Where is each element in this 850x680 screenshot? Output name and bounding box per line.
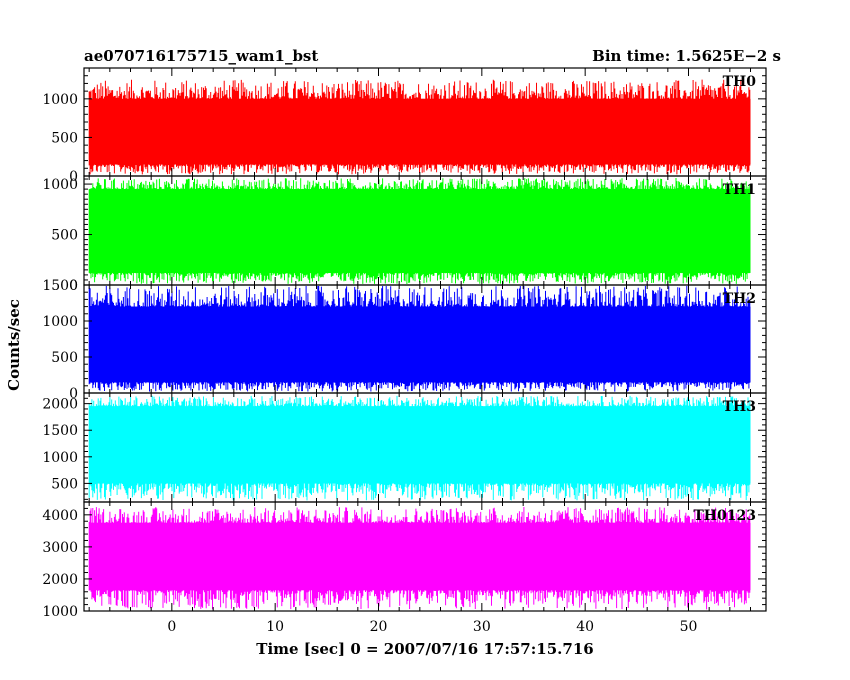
series-line-th0123 xyxy=(88,507,751,610)
y-tick-label-th3: 2000 xyxy=(42,397,78,413)
y-tick-label-th0123: 2000 xyxy=(42,572,78,588)
y-tick-label-th3: 1500 xyxy=(42,423,78,439)
y-tick-label-th3: 500 xyxy=(51,476,78,492)
x-tick-label: 0 xyxy=(167,619,176,635)
x-tick-label: 10 xyxy=(266,619,284,635)
chart-title-left: ae070716175715_wam1_bst xyxy=(84,47,318,65)
y-tick-label-th0123: 1000 xyxy=(42,604,78,620)
x-tick-label: 50 xyxy=(680,619,698,635)
series-label-th3: TH3 xyxy=(723,399,756,415)
y-tick-label-th2: 500 xyxy=(51,350,78,366)
x-tick-label: 20 xyxy=(370,619,388,635)
y-tick-label-th0: 0 xyxy=(69,169,78,185)
series-line-th3 xyxy=(88,395,751,501)
panel-frame-th0123 xyxy=(83,501,767,612)
x-tick-label: 30 xyxy=(473,619,491,635)
y-tick-label-th0123: 3000 xyxy=(42,540,78,556)
y-tick-label-th1: 1000 xyxy=(42,177,78,193)
chart-title-right: Bin time: 1.5625E−2 s xyxy=(592,47,781,65)
y-tick-label-th0: 500 xyxy=(51,130,78,146)
series-label-th1: TH1 xyxy=(723,182,756,198)
y-tick-label-th0123: 4000 xyxy=(42,508,78,524)
x-tick-label: 40 xyxy=(576,619,594,635)
y-tick-label-th2: 0 xyxy=(69,386,78,402)
y-axis-label: Counts/sec xyxy=(5,299,23,391)
y-tick-label-th0: 1000 xyxy=(42,92,78,108)
y-tick-label-th1: 500 xyxy=(51,228,78,244)
series-line-th0 xyxy=(88,79,751,175)
series-line-th2 xyxy=(88,286,751,392)
y-tick-label-th2: 1500 xyxy=(42,278,78,294)
x-axis-label: Time [sec] 0 = 2007/07/16 17:57:15.716 xyxy=(256,640,593,658)
series-label-th0: TH0 xyxy=(723,74,757,90)
y-tick-label-th1: 0 xyxy=(69,278,78,294)
y-tick-label-th2: 1000 xyxy=(42,314,78,330)
series-label-th0123: TH0123 xyxy=(693,508,756,524)
series-label-th2: TH2 xyxy=(723,291,756,307)
series-line-th1 xyxy=(88,178,751,284)
y-tick-label-th3: 1000 xyxy=(42,450,78,466)
